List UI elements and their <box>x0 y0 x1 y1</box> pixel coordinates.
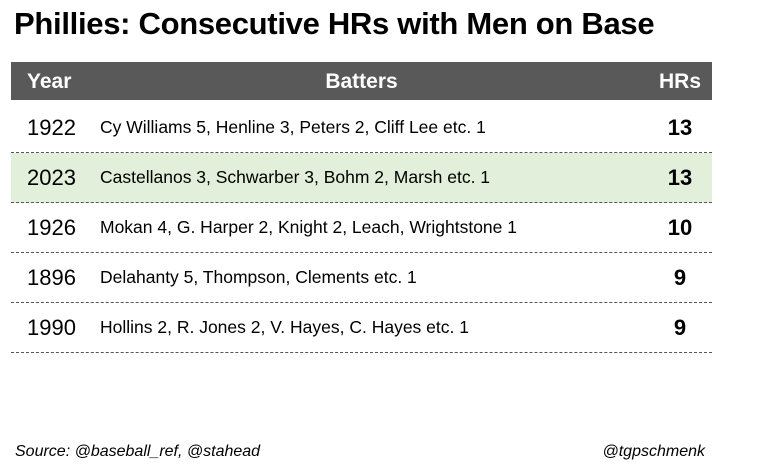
batters-cell: Castellanos 3, Schwarber 3, Bohm 2, Mars… <box>100 167 491 187</box>
table-row: 2023 Castellanos 3, Schwarber 3, Bohm 2, … <box>11 153 712 203</box>
batters-cell: Delahanty 5, Thompson, Clements etc. 1 <box>100 267 417 287</box>
batters-cell: Cy Williams 5, Henline 3, Peters 2, Clif… <box>100 117 486 137</box>
batters-cell: Hollins 2, R. Jones 2, V. Hayes, C. Haye… <box>100 317 469 337</box>
handle: @tgpschmenk <box>602 443 705 460</box>
hrs-cell: 9 <box>673 265 687 290</box>
year-cell: 1926 <box>27 215 76 240</box>
hrs-cell: 9 <box>673 315 687 340</box>
year-cell: 1896 <box>27 265 76 290</box>
source: Source: @baseball_ref, @stahead <box>15 443 261 460</box>
hrs-cell: 13 <box>667 115 693 140</box>
table-row: 1926 Mokan 4, G. Harper 2, Knight 2, Leac… <box>11 203 712 253</box>
header-cell: HRs <box>658 70 701 93</box>
table-header: Year Batters HRs <box>11 62 712 100</box>
batters-cell: Mokan 4, G. Harper 2, Knight 2, Leach, W… <box>100 217 517 237</box>
hrs-cell: 13 <box>667 165 693 190</box>
year-cell: 1922 <box>27 115 76 140</box>
title: Phillies: Consecutive HRs with Men on Ba… <box>14 6 655 41</box>
table-row: 1990 Hollins 2, R. Jones 2, V. Hayes, C. … <box>11 303 712 353</box>
hrs-cell: 10 <box>667 215 693 240</box>
table-row: 1922 Cy Williams 5, Henline 3, Peters 2, … <box>11 103 712 153</box>
header-cell: Year <box>27 70 72 93</box>
header-cell: Batters <box>325 70 398 93</box>
table-row: 1896 Delahanty 5, Thompson, Clements etc.… <box>11 253 712 303</box>
year-cell: 1990 <box>27 315 76 340</box>
year-cell: 2023 <box>27 165 76 190</box>
